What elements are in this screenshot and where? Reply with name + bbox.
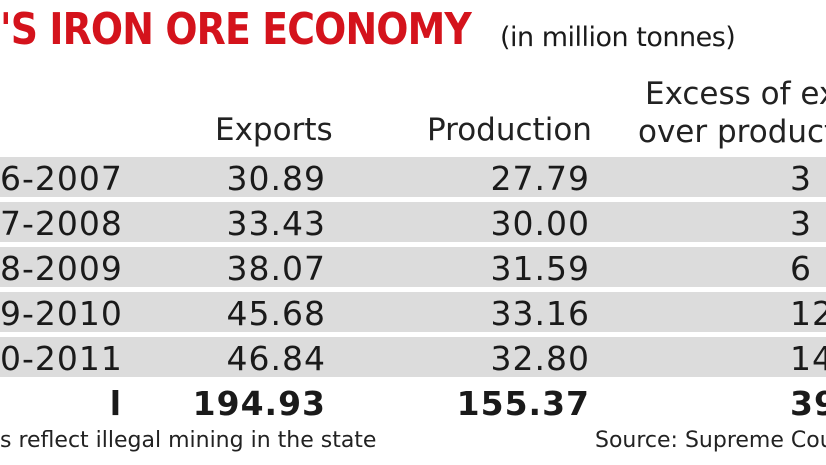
footnote: s reflect illegal mining in the state bbox=[0, 428, 377, 453]
header-excess-line2: over product bbox=[638, 114, 826, 150]
year-cell: 7-2008 bbox=[0, 204, 122, 243]
source-note: Source: Supreme Cou bbox=[595, 428, 826, 453]
excess-cell: 3 bbox=[790, 159, 812, 198]
total-excess: 39 bbox=[790, 384, 826, 423]
exports-cell: 46.84 bbox=[226, 339, 326, 378]
chart-title: 'S IRON ORE ECONOMY bbox=[0, 4, 548, 55]
table-row: 6-2007 30.89 27.79 3 bbox=[0, 157, 826, 198]
exports-cell: 30.89 bbox=[226, 159, 326, 198]
production-cell: 33.16 bbox=[490, 294, 590, 333]
production-cell: 30.00 bbox=[490, 204, 590, 243]
table-row: 9-2010 45.68 33.16 12 bbox=[0, 292, 826, 333]
total-production: 155.37 bbox=[456, 384, 590, 423]
excess-cell: 3 bbox=[790, 204, 812, 243]
title-unit: (in million tonnes) bbox=[500, 22, 736, 53]
header-production: Production bbox=[427, 112, 592, 148]
production-cell: 31.59 bbox=[490, 249, 590, 288]
year-cell: 0-2011 bbox=[0, 339, 122, 378]
header-excess-line1: Excess of exp bbox=[645, 76, 826, 112]
production-cell: 27.79 bbox=[490, 159, 590, 198]
excess-cell: 14 bbox=[790, 339, 826, 378]
year-cell: 9-2010 bbox=[0, 294, 122, 333]
total-label: l bbox=[109, 384, 122, 423]
exports-cell: 33.43 bbox=[226, 204, 326, 243]
table-row: 0-2011 46.84 32.80 14 bbox=[0, 337, 826, 378]
header-exports: Exports bbox=[215, 112, 333, 148]
exports-cell: 38.07 bbox=[226, 249, 326, 288]
exports-cell: 45.68 bbox=[226, 294, 326, 333]
excess-cell: 12 bbox=[790, 294, 826, 333]
table-row: 7-2008 33.43 30.00 3 bbox=[0, 202, 826, 243]
production-cell: 32.80 bbox=[490, 339, 590, 378]
year-cell: 8-2009 bbox=[0, 249, 122, 288]
total-exports: 194.93 bbox=[192, 384, 326, 423]
year-cell: 6-2007 bbox=[0, 159, 122, 198]
total-row: l 194.93 155.37 39 bbox=[0, 382, 826, 423]
table-row: 8-2009 38.07 31.59 6 bbox=[0, 247, 826, 288]
excess-cell: 6 bbox=[790, 249, 812, 288]
title-text: 'S IRON ORE ECONOMY bbox=[0, 4, 472, 55]
